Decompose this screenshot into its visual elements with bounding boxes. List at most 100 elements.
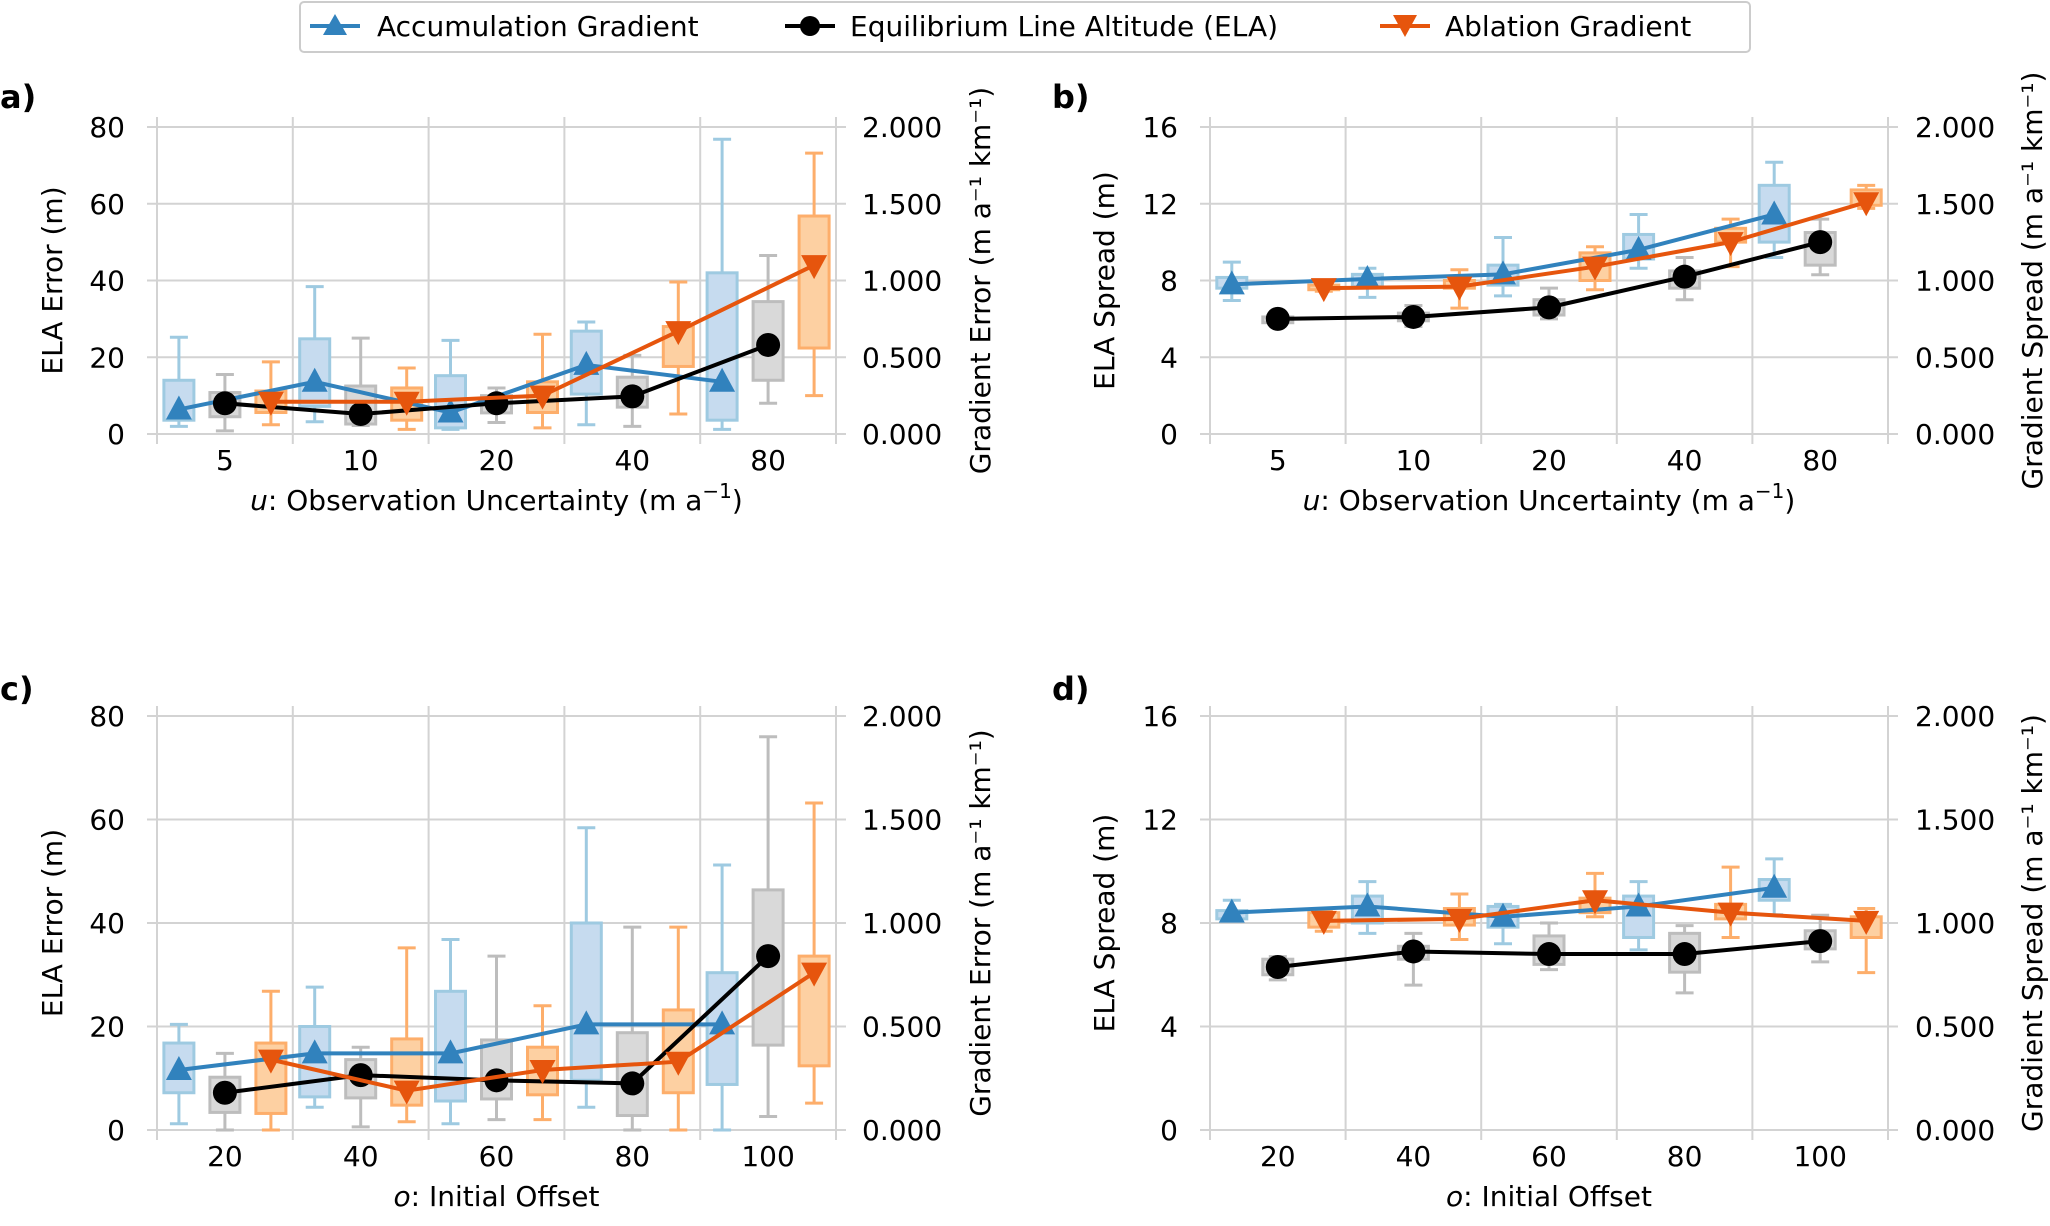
x-tick-label: 40 (614, 444, 650, 477)
data-point-triangle-up (1761, 873, 1788, 898)
data-point-triangle-down (665, 321, 692, 346)
x-tick-label: 80 (1667, 1140, 1703, 1173)
data-point-triangle-down (1446, 908, 1473, 933)
y2-tick-label: 1.000 (862, 907, 942, 940)
y2-tick-label: 1.000 (862, 265, 942, 298)
x-tick-label: 60 (479, 1140, 515, 1173)
y-axis-label: ELA Error (m) (36, 829, 69, 1017)
x-tick-label: 10 (343, 444, 379, 477)
data-point-triangle-down (393, 1080, 420, 1105)
legend-frame (299, 1, 1751, 53)
y2-tick-label: 0.500 (862, 1011, 942, 1044)
y-axis-label: ELA Spread (m) (1088, 814, 1121, 1033)
panel-label: d) (1052, 670, 1090, 708)
data-point-circle (1265, 306, 1290, 331)
box (797, 214, 831, 350)
y2-tick-label: 2.000 (862, 111, 942, 144)
circle-marker-icon (800, 16, 820, 36)
y-axis-label: ELA Spread (m) (1088, 171, 1121, 390)
y-tick-label: 60 (89, 804, 125, 837)
y-tick-label: 80 (89, 700, 125, 733)
data-point-triangle-down (1582, 890, 1608, 915)
legend-entry-ablation: Ablation Gradient (1380, 10, 1691, 43)
x-tick-label: 5 (1269, 444, 1287, 477)
y-tick-label: 4 (1160, 341, 1178, 374)
y-tick-label: 0 (1160, 1114, 1178, 1147)
data-point-triangle-down (257, 1049, 284, 1074)
y-tick-label: 4 (1160, 1011, 1178, 1044)
legend-entry-accumulation: Accumulation Gradient (310, 10, 699, 43)
data-point-triangle-down (393, 391, 420, 416)
y-tick-label: 80 (89, 111, 125, 144)
x-tick-label: 20 (1531, 444, 1567, 477)
x-tick-label: 40 (1396, 1140, 1432, 1173)
data-point-triangle-down (1717, 232, 1744, 257)
y2-tick-label: 0.500 (1915, 341, 1995, 374)
y2-tick-label: 0.000 (1915, 418, 1995, 451)
panel-label: b) (1052, 78, 1090, 116)
series-accumulation (165, 350, 736, 423)
x-tick-label: 5 (216, 444, 234, 477)
x-tick-label: 20 (479, 444, 515, 477)
y-tick-label: 20 (89, 341, 125, 374)
data-point-triangle-up (1354, 264, 1381, 289)
data-point-triangle-up (573, 350, 600, 375)
data-point-triangle-up (573, 1010, 600, 1035)
y2-tick-label: 0.500 (1915, 1011, 1995, 1044)
data-point-triangle-down (1717, 902, 1744, 927)
legend-label-ablation: Ablation Gradient (1445, 10, 1691, 43)
y2-tick-label: 1.000 (1915, 265, 1995, 298)
triangle-down-icon (1393, 15, 1417, 37)
x-axis-label: u: Observation Uncertainty (m a−1) (250, 479, 743, 517)
data-point-triangle-down (257, 391, 284, 416)
y2-tick-label: 0.500 (862, 341, 942, 374)
y2-tick-label: 0.000 (862, 418, 942, 451)
data-point-triangle-down (1853, 910, 1880, 935)
data-point-triangle-down (665, 1051, 692, 1076)
panel-c: c) 0 0.000 20 0.500 40 1.000 60 1.500 80 2.000 20 40… (0, 670, 997, 1213)
y2-tick-label: 1.500 (862, 804, 942, 837)
series-ablation (1310, 192, 1880, 303)
y-tick-label: 40 (89, 265, 125, 298)
series-ela (212, 944, 781, 1105)
x-axis-label: o: Initial Offset (1446, 1180, 1652, 1213)
x-tick-label: 20 (1260, 1140, 1296, 1173)
data-point-triangle-up (437, 398, 464, 423)
data-point-circle (1672, 942, 1697, 967)
series-ela (212, 332, 781, 427)
panel-label: c) (0, 670, 34, 708)
data-point-triangle-up (301, 367, 328, 392)
y2-tick-label: 1.500 (1915, 188, 1995, 221)
panel-label: a) (0, 78, 36, 116)
y2-tick-label: 1.500 (862, 188, 942, 221)
series-ablation (1310, 890, 1880, 935)
data-point-triangle-down (801, 255, 828, 280)
box (705, 271, 739, 422)
data-point-triangle-up (165, 395, 192, 420)
x-tick-label: 100 (741, 1140, 794, 1173)
legend: Accumulation Gradient Equilibrium Line A… (299, 1, 1751, 53)
series-accumulation (1218, 873, 1788, 927)
data-point-circle (756, 944, 781, 969)
y2-axis-label: Gradient Error (m a⁻¹ km⁻¹) (964, 87, 997, 475)
data-point-circle (620, 1071, 645, 1096)
y2-axis-label: Gradient Spread (m a⁻¹ km⁻¹) (2016, 714, 2049, 1132)
boxes-accumulation (162, 137, 739, 431)
data-point-triangle-down (1582, 256, 1608, 281)
y2-tick-label: 1.500 (1915, 804, 1995, 837)
y-tick-label: 8 (1160, 907, 1178, 940)
data-point-triangle-down (1853, 192, 1880, 217)
y-tick-label: 0 (1160, 418, 1178, 451)
y2-tick-label: 2.000 (862, 700, 942, 733)
y2-tick-label: 2.000 (1915, 700, 1995, 733)
x-tick-label: 80 (750, 444, 786, 477)
y2-axis-label: Gradient Error (m a⁻¹ km⁻¹) (964, 729, 997, 1117)
panel-b: b) 0 0.000 4 0.500 8 1.000 12 1.500 16 2.000 5 10 20 4… (1052, 72, 2049, 517)
series-ablation (257, 255, 828, 416)
panel-a: a) 0 0.000 20 0.500 40 1.000 60 1.500 80 2.000 5 10 2… (0, 78, 997, 517)
data-point-circle (484, 391, 509, 416)
data-point-circle (620, 384, 645, 409)
y-tick-label: 60 (89, 188, 125, 221)
legend-entry-ela: Equilibrium Line Altitude (ELA) (785, 10, 1278, 43)
y-tick-label: 8 (1160, 265, 1178, 298)
